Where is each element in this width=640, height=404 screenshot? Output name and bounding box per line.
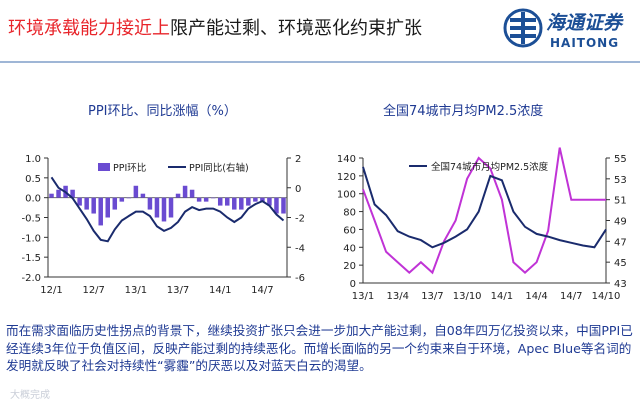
chart1-bar-14/7 — [260, 197, 265, 202]
chart1-bar-14/4 — [239, 197, 244, 210]
chart1-bar-13/6 — [168, 197, 174, 218]
chart1-ytick-left-label: 0.0 — [25, 194, 41, 205]
chart2-ytick-right-label: 47 — [614, 237, 627, 248]
chart1-bar-12/2 — [56, 189, 61, 198]
chart2-title: 全国74城市月均PM2.5浓度 — [383, 104, 544, 119]
chart1-bar-13/3 — [147, 197, 153, 210]
chart1-bar-13/5 — [161, 197, 167, 222]
chart1-ytick-left-label: -1.5 — [21, 253, 41, 264]
chart1-ytick-right-label: 2 — [295, 154, 301, 165]
chart2-xtick-label: 14/1 — [491, 291, 513, 302]
header-divider — [0, 61, 640, 63]
chart1-ytick-right-label: -2 — [295, 214, 305, 225]
chart1-bar-14/9 — [274, 197, 279, 214]
header: 环境承载能力接近上限产能过剩、环境恶化约束扩张 海通证券 HAITONG — [0, 0, 640, 63]
chart1-ytick-right-label: 0 — [295, 184, 301, 195]
chart1-bar-12/4 — [70, 189, 75, 198]
chart2-xtick-label: 13/10 — [453, 291, 482, 302]
chart1-bar-14/6 — [253, 197, 258, 202]
chart2-legend-label: 全国74城市月均PM2.5浓度 — [431, 161, 549, 173]
chart1-ytick-left-label: 0.5 — [25, 174, 41, 185]
chart1-bar-13/12 — [210, 197, 216, 199]
chart1-ytick-left-label: 1.0 — [25, 154, 41, 165]
chart1-bar-12/11 — [119, 197, 125, 202]
title-rest: 限产能过剩、环境恶化约束扩张 — [170, 18, 422, 39]
chart1-bar-13/7 — [175, 193, 181, 198]
chart1-bar-14/8 — [267, 197, 272, 206]
logo-english: HAITONG — [550, 36, 620, 50]
chart2-xtick-label: 14/4 — [525, 291, 547, 302]
chart2-ytick-right-label: 49 — [614, 217, 627, 228]
chart2-ytick-right-label: 55 — [614, 154, 627, 165]
chart1-ytick-left-label: -1.0 — [21, 233, 41, 244]
page-title: 环境承载能力接近上限产能过剩、环境恶化约束扩张 — [8, 14, 422, 40]
chart1-bar-13/1 — [133, 185, 139, 198]
chart1-bar-12/3 — [63, 185, 68, 198]
chart2-ytick-left-label: 80 — [343, 208, 356, 219]
chart1-bar-13/11 — [203, 197, 209, 202]
chart1-xtick-label: 14/7 — [251, 285, 273, 296]
chart1-title: PPI环比、同比涨幅（%） — [88, 104, 237, 119]
chart1-bar-12/10 — [112, 197, 118, 210]
title-highlight: 环境承载能力接近上 — [8, 18, 170, 39]
chart1-xtick-label: 14/1 — [209, 285, 231, 296]
company-logo: 海通证券 HAITONG — [502, 6, 634, 56]
chart1-bar-13/4 — [154, 197, 160, 218]
chart1-ytick-right-label: -4 — [295, 243, 305, 254]
chart2-xtick-label: 13/7 — [421, 291, 443, 302]
chart1-ytick-left-label: -0.5 — [21, 214, 41, 225]
chart1-bar-14/3 — [232, 197, 237, 210]
chart1-xtick-label: 12/7 — [82, 285, 104, 296]
chart1-bar-12/8 — [98, 197, 103, 226]
logo-name: 海通证券 — [546, 12, 623, 34]
chart2-ytick-right-label: 51 — [614, 196, 627, 207]
body-paragraph: 而在需求面临历史性拐点的背景下，继续投资扩张只会进一步加大产能过剩，自08年四万… — [6, 323, 633, 373]
chart2-ytick-left-label: 100 — [337, 190, 356, 201]
chart2-xtick-label: 14/10 — [592, 291, 621, 302]
chart1-bar-13/9 — [189, 189, 195, 198]
chart1-xtick-label: 13/7 — [167, 285, 189, 296]
chart1-line-ppi-yoy — [50, 176, 285, 243]
chart1-bar-14/10 — [281, 197, 286, 214]
chart1-ytick-right-label: -6 — [295, 273, 305, 284]
chart2-ytick-left-label: 0 — [350, 279, 356, 290]
chart1-bar-12/12 — [126, 197, 132, 199]
chart2-ytick-left-label: 40 — [343, 243, 356, 254]
chart1-bar-14/5 — [246, 197, 251, 206]
chart2-ytick-right-label: 53 — [614, 175, 627, 186]
chart2-ytick-right-label: 45 — [614, 258, 627, 269]
chart1-bar-13/2 — [140, 193, 146, 198]
chart1-bar-12/9 — [105, 197, 110, 218]
chart1-bar-12/5 — [77, 197, 82, 206]
chart2-line-secondary — [362, 147, 606, 275]
chart1-bar-13/10 — [196, 197, 202, 202]
chart2-ytick-left-label: 60 — [343, 225, 356, 236]
chart2-xtick-label: 13/1 — [352, 291, 374, 302]
chart1-ytick-left-label: -2.0 — [21, 273, 41, 284]
chart2-ytick-left-label: 20 — [343, 261, 356, 272]
chart1-legend-bar-label: PPI环比 — [113, 162, 146, 174]
chart1-bar-14/1 — [217, 197, 223, 206]
chart1-bar-13/8 — [182, 185, 188, 198]
chart1-legend-line-label: PPI同比(右轴) — [189, 162, 249, 174]
chart1-bar-12/6 — [84, 197, 89, 210]
chart1-bar-12/7 — [91, 197, 96, 214]
chart1-xtick-label: 13/1 — [125, 285, 147, 296]
chart2-ytick-right-label: 43 — [614, 279, 627, 290]
chart2-ytick-left-label: 140 — [337, 154, 356, 165]
chart2-xtick-label: 14/7 — [560, 291, 582, 302]
chart1-xtick-label: 12/1 — [40, 285, 62, 296]
chart2-line-pm25 — [362, 166, 607, 249]
watermark: 大概完成 — [10, 390, 50, 401]
chart1-bar-12/1 — [49, 193, 54, 198]
logo-emblem-icon — [503, 8, 543, 48]
chart2-xtick-label: 13/4 — [386, 291, 408, 302]
chart2-ytick-left-label: 120 — [337, 172, 356, 183]
chart1-legend-bar-swatch — [98, 163, 110, 171]
chart1-bar-14/2 — [225, 197, 230, 206]
